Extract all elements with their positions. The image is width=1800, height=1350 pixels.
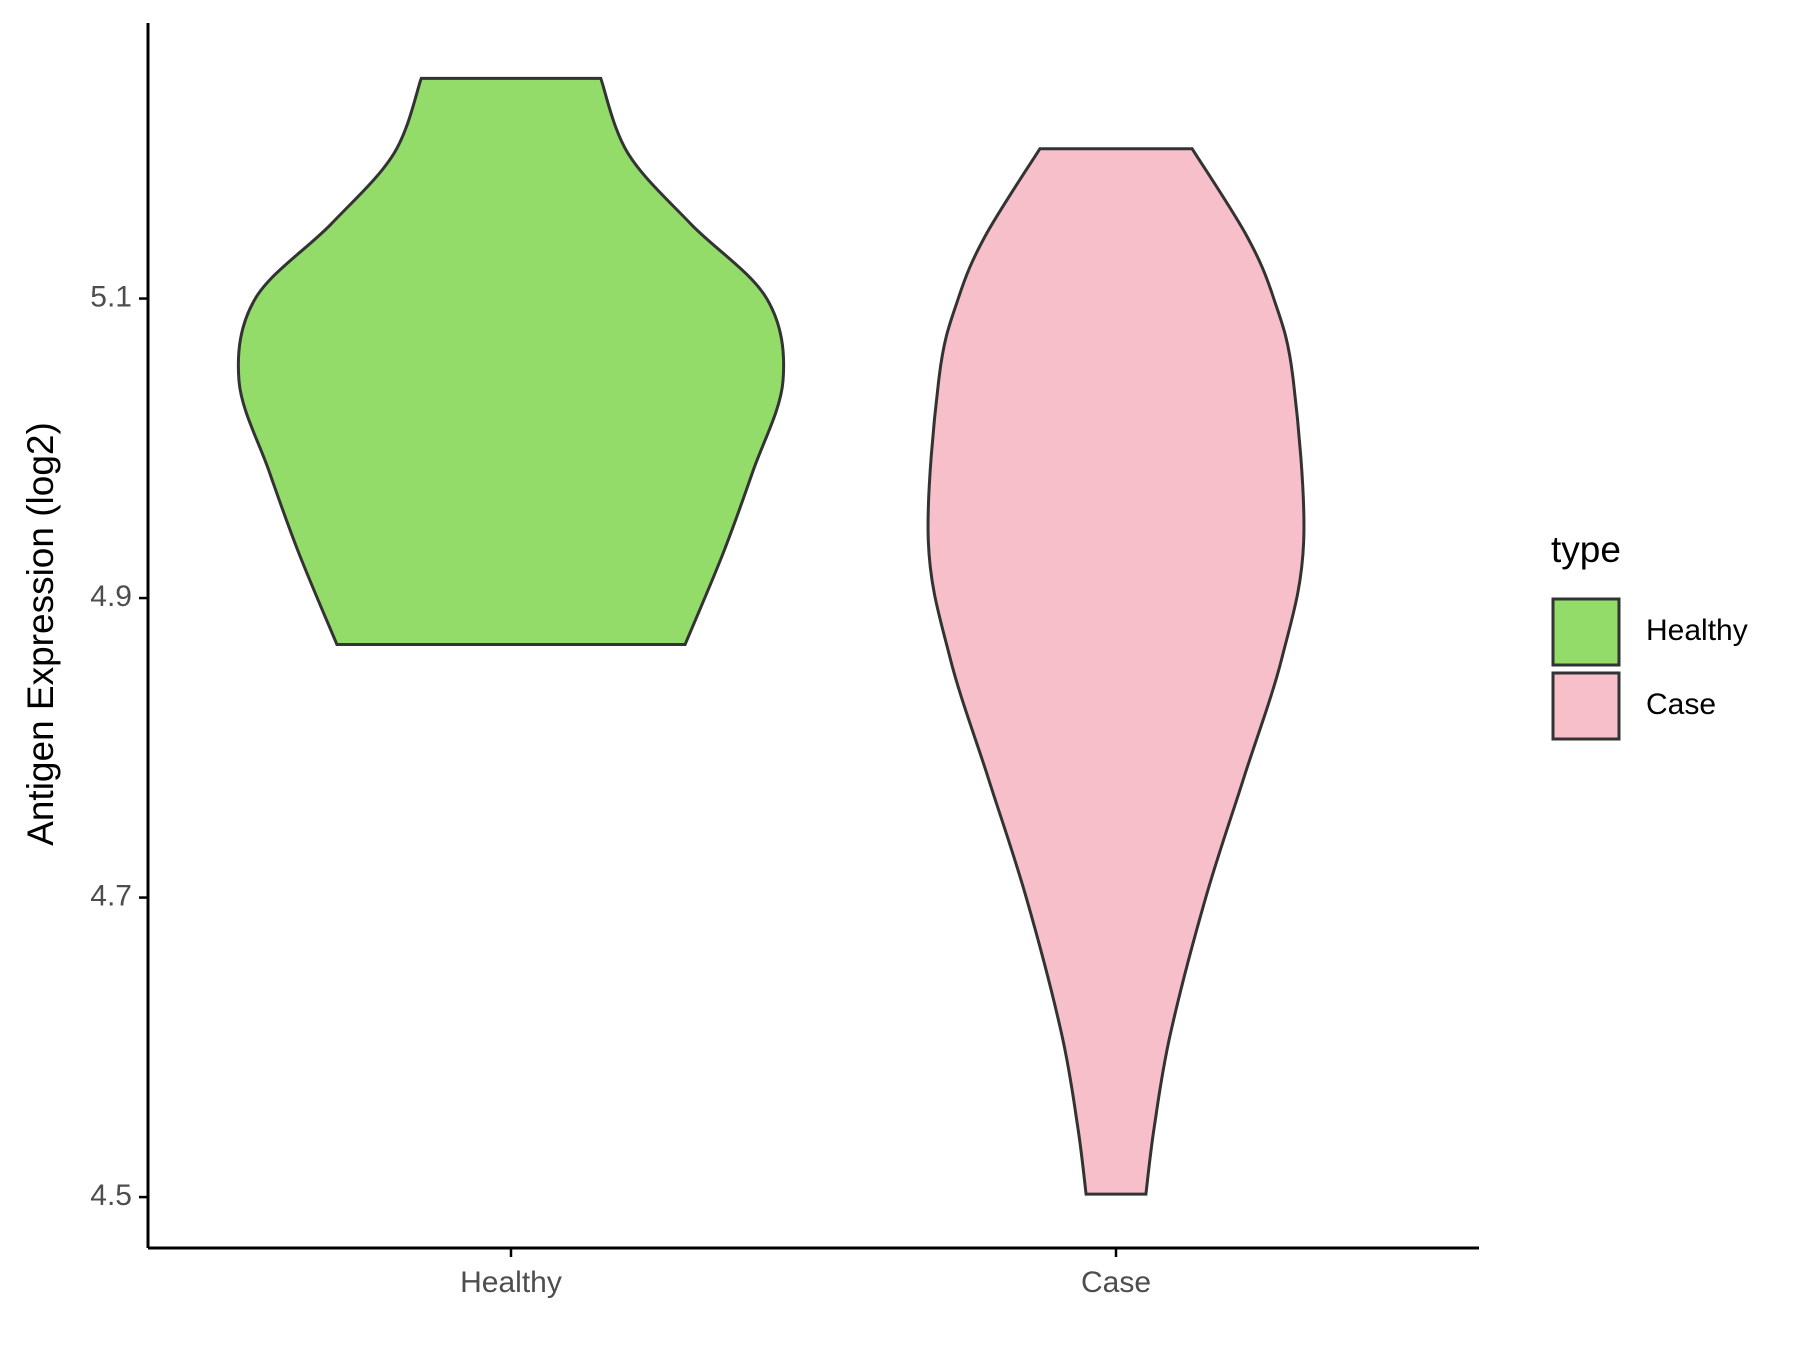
- y-tick-label: 4.9: [90, 580, 132, 613]
- x-tick-label: Case: [1081, 1266, 1151, 1299]
- y-tick-label: 4.5: [90, 1179, 132, 1212]
- legend-label: Healthy: [1646, 614, 1748, 647]
- violin: [236, 76, 786, 646]
- x-tick-label: Healthy: [460, 1266, 562, 1299]
- legend-title: type: [1551, 529, 1621, 570]
- legend-key: [1551, 671, 1621, 741]
- legend-label: Case: [1646, 688, 1716, 721]
- legend-key: [1551, 597, 1621, 667]
- y-tick-label: 4.7: [90, 879, 132, 912]
- y-axis-title: Antigen Expression (log2): [20, 422, 61, 846]
- violin: [926, 147, 1306, 1196]
- y-tick-label: 5.1: [90, 280, 132, 313]
